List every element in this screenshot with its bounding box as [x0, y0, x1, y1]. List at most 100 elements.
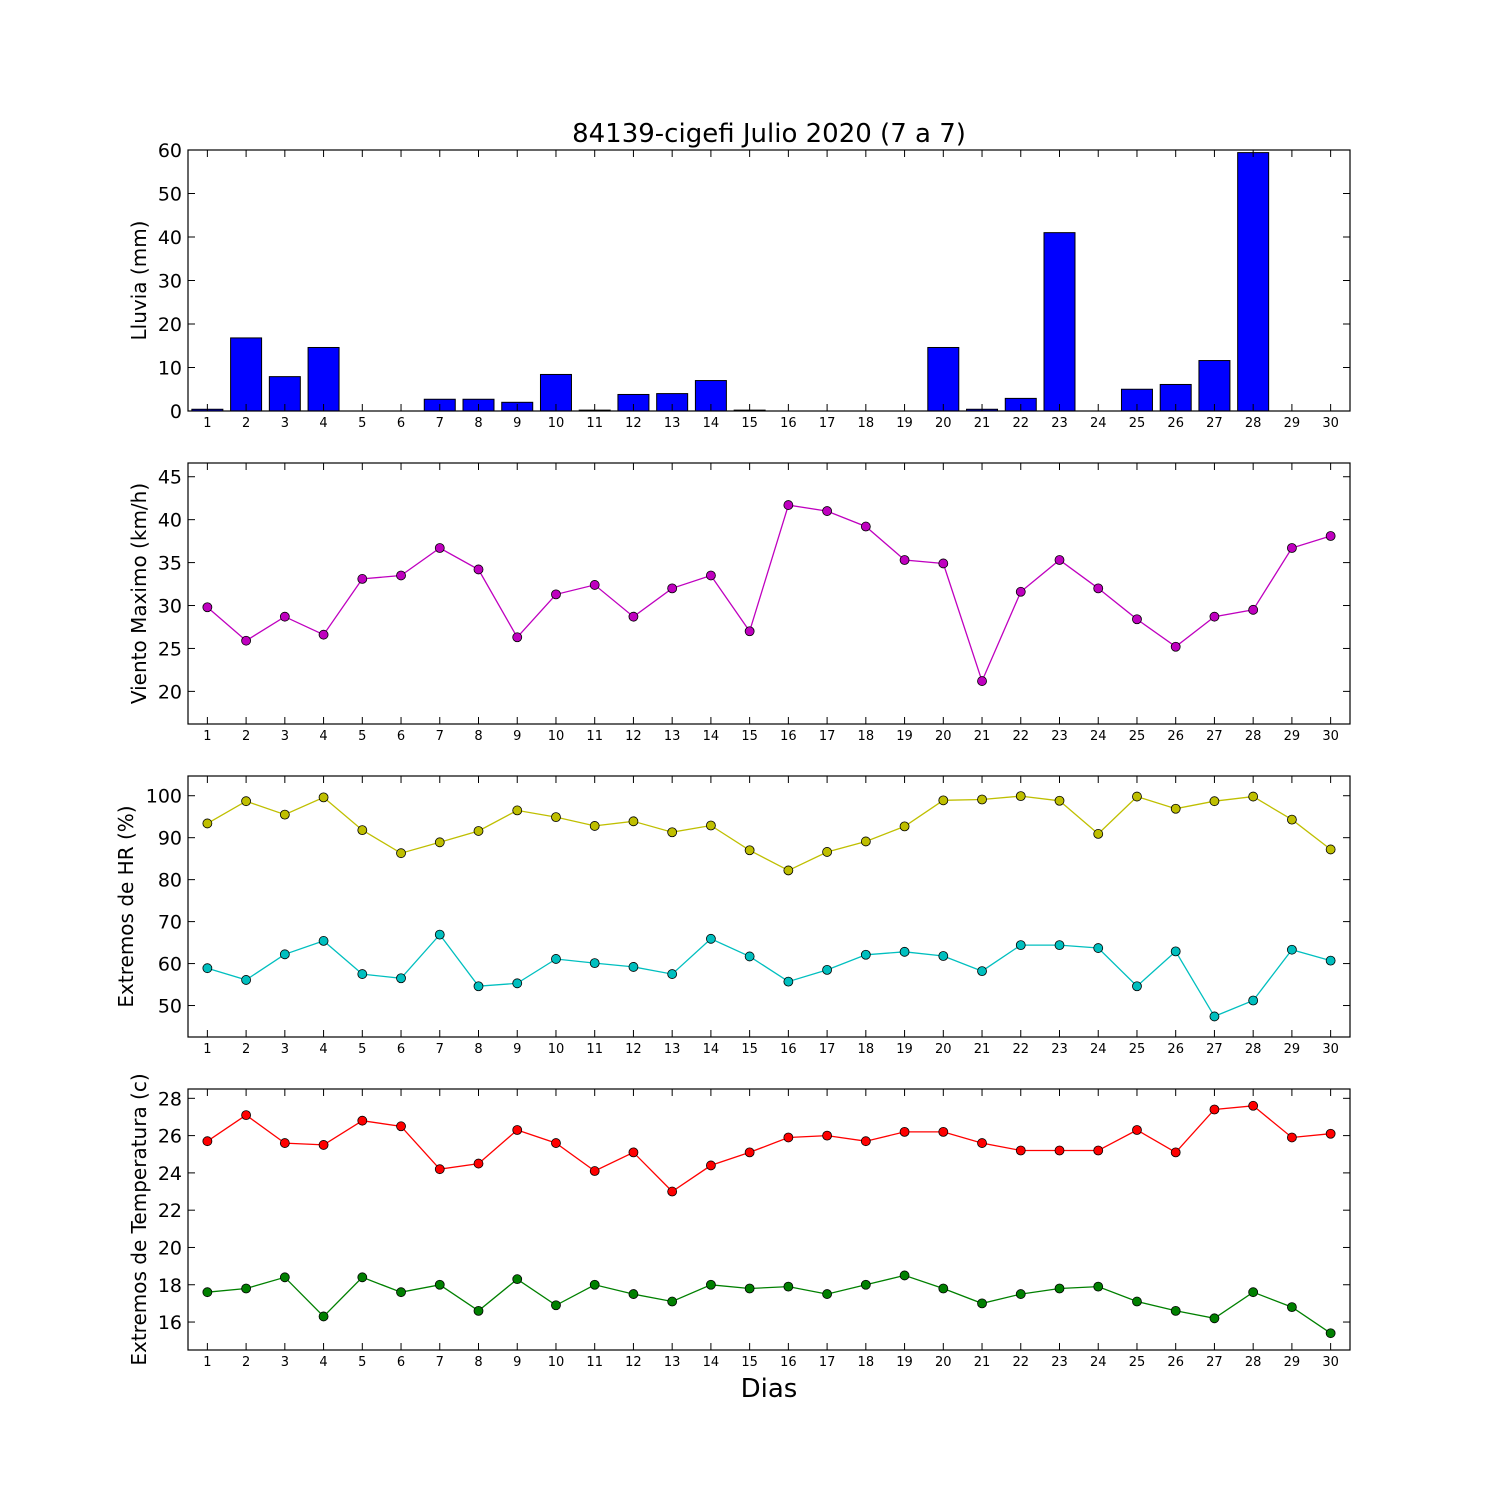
temperatura-series-2-point-day-23 [1054, 1283, 1065, 1294]
temperatura-x-tick-label: 12 [625, 1355, 642, 1370]
viento-series-1-point-day-14 [706, 570, 716, 581]
viento-series-1-point-day-7 [434, 543, 445, 553]
lluvia-x-tick-label: 15 [741, 416, 758, 431]
lluvia-y-ticks: 0 10 20 30 40 50 60 [158, 140, 1350, 423]
rain-bar-day-2 [230, 337, 263, 412]
lluvia-x-tick-label: 20 [935, 416, 952, 431]
viento-x-tick-label: 11 [586, 729, 603, 744]
temperatura-x-tick-label: 19 [896, 1355, 913, 1370]
viento-x-tick-label: 3 [281, 729, 289, 744]
lluvia-x-tick-label: 4 [319, 416, 327, 431]
hr-series-1-point-day-8 [473, 826, 484, 836]
temperatura-series-1-point-day-20 [938, 1126, 949, 1137]
temperatura-series-2-point-day-6 [396, 1287, 406, 1298]
lluvia-x-tick-label: 26 [1167, 416, 1184, 431]
temperatura-series-1-point-day-30 [1325, 1128, 1336, 1139]
viento-x-tick-label: 7 [436, 729, 444, 744]
hr-series-1-point-day-3 [279, 809, 290, 820]
hr-x-tick-label: 23 [1051, 1042, 1068, 1057]
hr-series-2-point-day-18 [860, 949, 871, 960]
temperatura-series-1-point-day-10 [551, 1138, 561, 1148]
lluvia-x-tick-label: 3 [281, 416, 289, 431]
viento-plot-frame [187, 462, 1351, 725]
temperatura-series-1-point-day-28 [1248, 1100, 1259, 1111]
hr-series-1-point-day-29 [1287, 814, 1297, 825]
viento-series-1-point-day-24 [1093, 583, 1104, 594]
hr-x-tick-label: 30 [1322, 1042, 1339, 1057]
hr-y-tick-label: 90 [158, 828, 182, 850]
hr-series-1-line [207, 795, 1331, 872]
lluvia-x-tick-label: 21 [974, 416, 991, 431]
hr-series-2-point-day-30 [1325, 955, 1336, 966]
rain-bar-day-3 [268, 376, 301, 412]
temperatura-x-tick-label: 25 [1129, 1355, 1146, 1370]
viento-series-1-point-day-27 [1209, 611, 1220, 622]
viento-x-tick-label: 2 [242, 729, 250, 744]
hr-series-1-point-day-28 [1248, 791, 1259, 802]
hr-series-1-point-day-1 [202, 818, 213, 829]
rain-bar-day-23 [1043, 232, 1076, 412]
lluvia-x-tick-label: 24 [1090, 416, 1107, 431]
temperatura-series-1-point-day-4 [318, 1140, 329, 1150]
temperatura-x-tick-label: 30 [1322, 1355, 1339, 1370]
hr-x-ticks: 1 2 3 4 5 6 7 8 9 10 11 12 13 14 15 16 17 18 19 20 21 22 23 24 2… [203, 776, 1339, 1057]
hr-x-tick-label: 14 [703, 1042, 720, 1057]
hr-series-1-point-day-16 [783, 865, 794, 876]
hr-x-tick-label: 2 [242, 1042, 250, 1057]
hr-x-tick-label: 13 [664, 1042, 681, 1057]
hr-y-ticks: 50 60 70 80 90 100 [146, 786, 1350, 1018]
hr-series-2-point-day-29 [1287, 944, 1297, 955]
hr-series-2-point-day-28 [1248, 995, 1259, 1006]
viento-series-1-point-day-1 [202, 602, 213, 613]
hr-x-tick-label: 11 [586, 1042, 603, 1057]
hr-series-1-point-day-21 [977, 794, 987, 805]
temperatura-series-2-point-day-13 [667, 1296, 678, 1307]
lluvia-y-tick-label: 0 [170, 401, 182, 423]
temperatura-series-1-point-day-9 [512, 1125, 523, 1135]
temperatura-x-tick-label: 3 [281, 1355, 289, 1370]
hr-series-1-point-day-18 [860, 836, 871, 847]
viento-series-1-point-day-13 [667, 583, 678, 594]
hr-series-2-point-day-9 [512, 978, 523, 989]
hr-x-tick-label: 26 [1167, 1042, 1184, 1057]
temperatura-x-ticks: 1 2 3 4 5 6 7 8 9 10 11 12 13 14 15 16 17 18 19 20 21 22 23 24 2… [203, 1089, 1339, 1370]
temperatura-y-tick-label: 28 [158, 1088, 182, 1110]
lluvia-x-tick-label: 16 [780, 416, 797, 431]
temperatura-y-axis-label: Extremos de Temperatura (c) [127, 1073, 151, 1365]
viento-series-1-point-day-17 [822, 506, 832, 516]
hr-x-tick-label: 7 [436, 1042, 444, 1057]
temperatura-series-2-point-day-21 [977, 1298, 987, 1309]
temperatura-x-tick-label: 17 [819, 1355, 836, 1370]
viento-y-tick-label: 25 [158, 638, 182, 660]
lluvia-x-tick-label: 28 [1245, 416, 1262, 431]
hr-series-1-point-day-25 [1132, 791, 1142, 802]
viento-x-tick-label: 10 [548, 729, 565, 744]
hr-series-2-point-day-13 [667, 969, 678, 979]
viento-y-tick-label: 45 [158, 467, 182, 489]
viento-x-tick-label: 5 [358, 729, 366, 744]
temperatura-y-tick-label: 26 [158, 1126, 182, 1148]
hr-series-1-point-day-22 [1015, 791, 1026, 802]
viento-series-1-point-day-9 [512, 632, 523, 643]
viento-x-tick-label: 21 [974, 729, 991, 744]
viento-x-tick-label: 13 [664, 729, 681, 744]
hr-series-2-point-day-24 [1093, 943, 1104, 953]
temperatura-x-tick-label: 7 [436, 1355, 444, 1370]
viento-x-tick-label: 6 [397, 729, 405, 744]
temperatura-x-tick-label: 28 [1245, 1355, 1262, 1370]
viento-series-1-point-day-30 [1325, 531, 1336, 541]
hr-x-tick-label: 19 [896, 1042, 913, 1057]
hr-series-2-point-day-10 [551, 954, 561, 964]
viento-series-1-point-day-4 [318, 629, 329, 640]
temperatura-series-2-point-day-16 [783, 1281, 794, 1292]
viento-y-tick-label: 20 [158, 681, 182, 703]
temperatura-x-tick-label: 27 [1206, 1355, 1223, 1370]
hr-series-1-point-day-14 [706, 820, 716, 831]
hr-series-1-point-day-20 [938, 795, 949, 806]
viento-x-tick-label: 29 [1284, 729, 1301, 744]
hr-series-2-point-day-6 [396, 973, 406, 984]
